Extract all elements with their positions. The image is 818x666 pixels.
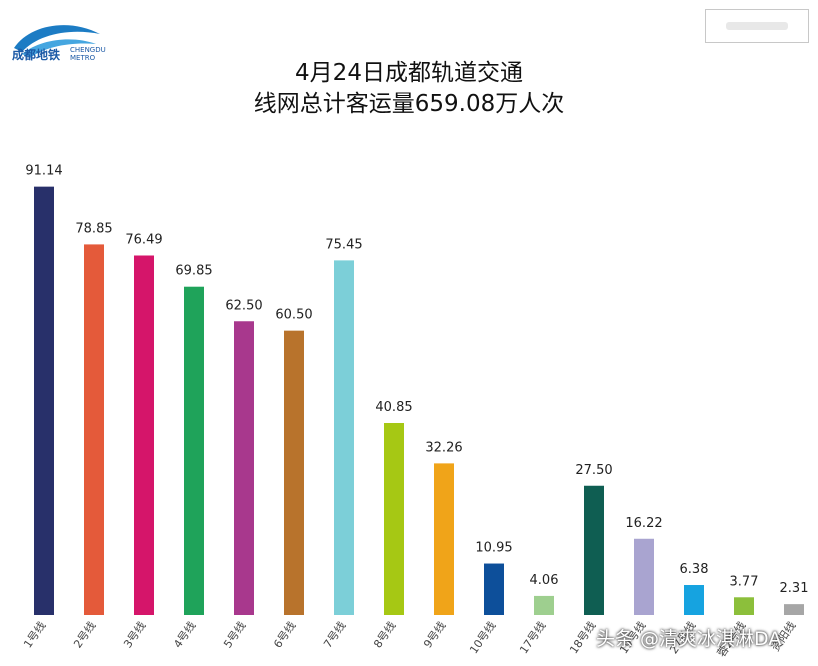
tick-label-4: 4号线 xyxy=(170,619,198,651)
value-label-11: 4.06 xyxy=(530,573,559,588)
value-label-1: 91.14 xyxy=(25,164,62,179)
value-label-9: 32.26 xyxy=(425,440,462,455)
tick-label-2: 2号线 xyxy=(70,619,98,651)
bar-1 xyxy=(34,186,54,615)
tick-label-9: 9号线 xyxy=(420,619,448,651)
tick-label-8: 8号线 xyxy=(370,619,398,651)
tick-label-1: 1号线 xyxy=(20,619,48,651)
chart-subtitle: 线网总计客运量659.08万人次 xyxy=(253,91,565,117)
tick-label-6: 6号线 xyxy=(270,619,298,651)
tick-label-10: 10号线 xyxy=(466,619,498,657)
tick-label-7: 7号线 xyxy=(320,619,348,651)
bar-9 xyxy=(434,463,454,615)
value-label-12: 27.50 xyxy=(575,463,612,478)
bar-6 xyxy=(284,330,304,615)
value-label-7: 75.45 xyxy=(325,237,362,252)
bar-5 xyxy=(234,321,254,615)
value-label-16: 2.31 xyxy=(780,581,809,596)
value-label-2: 78.85 xyxy=(75,221,112,236)
watermark: 头条 @清爽冰淇淋DA xyxy=(596,628,782,650)
bar-16 xyxy=(784,604,804,615)
value-label-14: 6.38 xyxy=(680,562,709,577)
chart-title: 4月24日成都轨道交通 xyxy=(295,60,523,86)
bar-13 xyxy=(634,538,654,615)
metro-logo-text: 成都地铁 xyxy=(12,48,61,62)
bar-2 xyxy=(84,244,104,615)
tick-label-11: 17号线 xyxy=(516,619,548,657)
bar-7 xyxy=(334,260,354,615)
metro-logo-subtext: CHENGDU METRO xyxy=(70,46,106,62)
bar-15 xyxy=(734,597,754,615)
value-label-6: 60.50 xyxy=(275,308,312,323)
value-label-15: 3.77 xyxy=(730,574,759,589)
tick-label-12: 18号线 xyxy=(566,619,598,657)
bar-14 xyxy=(684,585,704,615)
value-label-5: 62.50 xyxy=(225,298,262,313)
bar-4 xyxy=(184,286,204,615)
bar-11 xyxy=(534,595,554,615)
value-label-8: 40.85 xyxy=(375,400,412,415)
tick-label-5: 5号线 xyxy=(220,619,248,651)
search-placeholder-blur xyxy=(726,22,788,30)
value-label-3: 76.49 xyxy=(125,232,162,247)
bar-12 xyxy=(584,485,604,615)
metro-logo-icon xyxy=(14,25,100,58)
search-box[interactable] xyxy=(705,9,809,43)
bar-8 xyxy=(384,423,404,615)
value-label-13: 16.22 xyxy=(625,516,662,531)
value-label-10: 10.95 xyxy=(475,541,512,556)
value-label-4: 69.85 xyxy=(175,264,212,279)
bar-3 xyxy=(134,255,154,615)
tick-label-3: 3号线 xyxy=(120,619,148,651)
bar-10 xyxy=(484,563,504,615)
